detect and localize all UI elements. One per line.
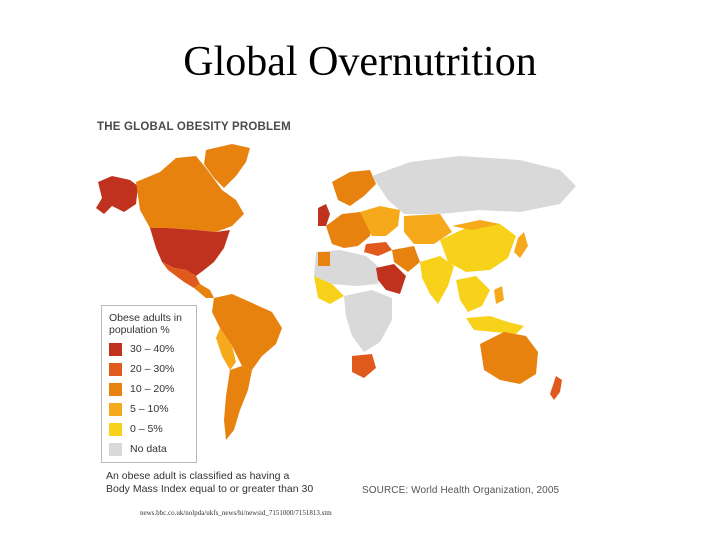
region-north-africa [314, 250, 380, 286]
legend-swatch [109, 363, 122, 376]
region-iran [392, 246, 420, 272]
region-southeast-asia [456, 276, 490, 312]
legend-label: 30 – 40% [130, 343, 175, 355]
legend-title: Obese adults in population % [109, 312, 182, 336]
source-url: news.bbc.co.uk/nolpda/ukfs_news/hi/newsi… [140, 509, 332, 517]
region-canada [136, 156, 244, 232]
region-maghreb [318, 252, 330, 266]
region-saudi-arabia [376, 264, 406, 294]
legend: Obese adults in population % 30 – 40% 20… [101, 305, 197, 463]
legend-label: 20 – 30% [130, 363, 175, 375]
region-andes [216, 328, 236, 370]
region-indonesia [466, 316, 524, 334]
region-china [440, 224, 516, 272]
legend-title-line1: Obese adults in [109, 312, 182, 324]
region-turkey [364, 242, 392, 256]
region-southern-cone [224, 366, 252, 440]
region-australia [480, 332, 538, 384]
region-south-africa [352, 354, 376, 378]
region-greenland [204, 144, 250, 188]
source-credit: SOURCE: World Health Organization, 2005 [362, 485, 560, 496]
region-mexico [162, 262, 200, 288]
legend-label: No data [130, 443, 167, 455]
region-japan [514, 232, 528, 258]
region-russia [372, 156, 576, 214]
region-west-africa [314, 276, 344, 304]
legend-swatch [109, 443, 122, 456]
legend-title-line2: population % [109, 324, 170, 336]
region-uk [318, 204, 330, 226]
region-central-asia [404, 214, 452, 244]
legend-swatch [109, 383, 122, 396]
region-eastern-europe [360, 206, 400, 236]
region-new-zealand [550, 376, 562, 400]
legend-label: 0 – 5% [130, 423, 163, 435]
legend-label: 10 – 20% [130, 383, 175, 395]
footnote-line2: Body Mass Index equal to or greater than… [106, 483, 314, 495]
region-central-africa [344, 290, 392, 352]
region-central-america [194, 284, 214, 298]
region-philippines [494, 286, 504, 304]
region-scandinavia [332, 170, 376, 206]
slide-title: Global Overnutrition [183, 39, 537, 85]
region-south-america [212, 294, 282, 370]
footnote: An obese adult is classified as having a… [106, 470, 313, 496]
region-alaska [96, 176, 138, 214]
legend-label: 5 – 10% [130, 403, 169, 415]
region-western-europe [326, 212, 372, 248]
region-india [420, 256, 454, 304]
legend-swatch [109, 403, 122, 416]
figure-title: THE GLOBAL OBESITY PROBLEM [97, 121, 291, 133]
footnote-line1: An obese adult is classified as having a [106, 470, 290, 482]
legend-swatch [109, 423, 122, 436]
legend-swatch [109, 343, 122, 356]
region-usa [150, 228, 230, 276]
region-mongolia [452, 220, 500, 230]
